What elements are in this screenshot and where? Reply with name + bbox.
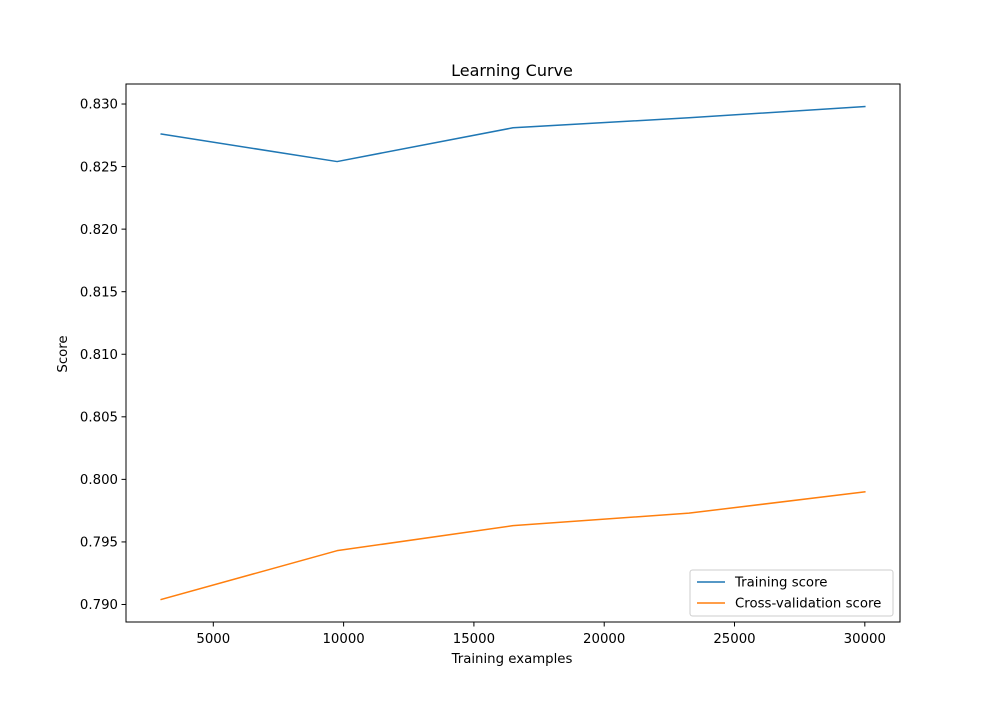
x-tick-label: 30000 [844,632,886,647]
y-tick-label: 0.825 [80,160,118,175]
y-tick-label: 0.815 [80,285,118,300]
y-tick-label: 0.810 [80,348,118,363]
x-tick-label: 25000 [713,632,755,647]
chart-title: Learning Curve [451,61,573,80]
y-tick-label: 0.830 [80,98,118,113]
y-axis: 0.790 0.795 0.800 0.805 0.810 0.815 0.820 0.825… [80,98,126,613]
plot-frame [125,83,901,623]
x-axis-title: Training examples [451,652,573,667]
y-tick-label: 0.790 [80,598,118,613]
x-tick-label: 10000 [322,632,364,647]
y-tick-label: 0.795 [80,536,118,551]
series-lines [160,105,866,601]
x-tick-label: 15000 [453,632,495,647]
y-tick-label: 0.820 [80,223,118,238]
x-axis: 5000 10000 15000 20000 25000 30000 [196,622,886,647]
y-tick-label: 0.800 [80,473,118,488]
y-axis-title: Score [56,335,71,372]
training-score-legend-label: Training score [734,576,827,591]
plot-area [125,83,901,623]
cross-validation-score-line [160,491,866,601]
y-tick-label: 0.805 [80,411,118,426]
x-tick-label: 20000 [583,632,625,647]
x-tick-label: 5000 [196,632,230,647]
cross-validation-score-legend-label: Cross-validation score [735,597,881,612]
legend: Training score Cross-validation score [689,569,894,617]
training-score-line [160,105,866,163]
legend-box [689,569,894,617]
